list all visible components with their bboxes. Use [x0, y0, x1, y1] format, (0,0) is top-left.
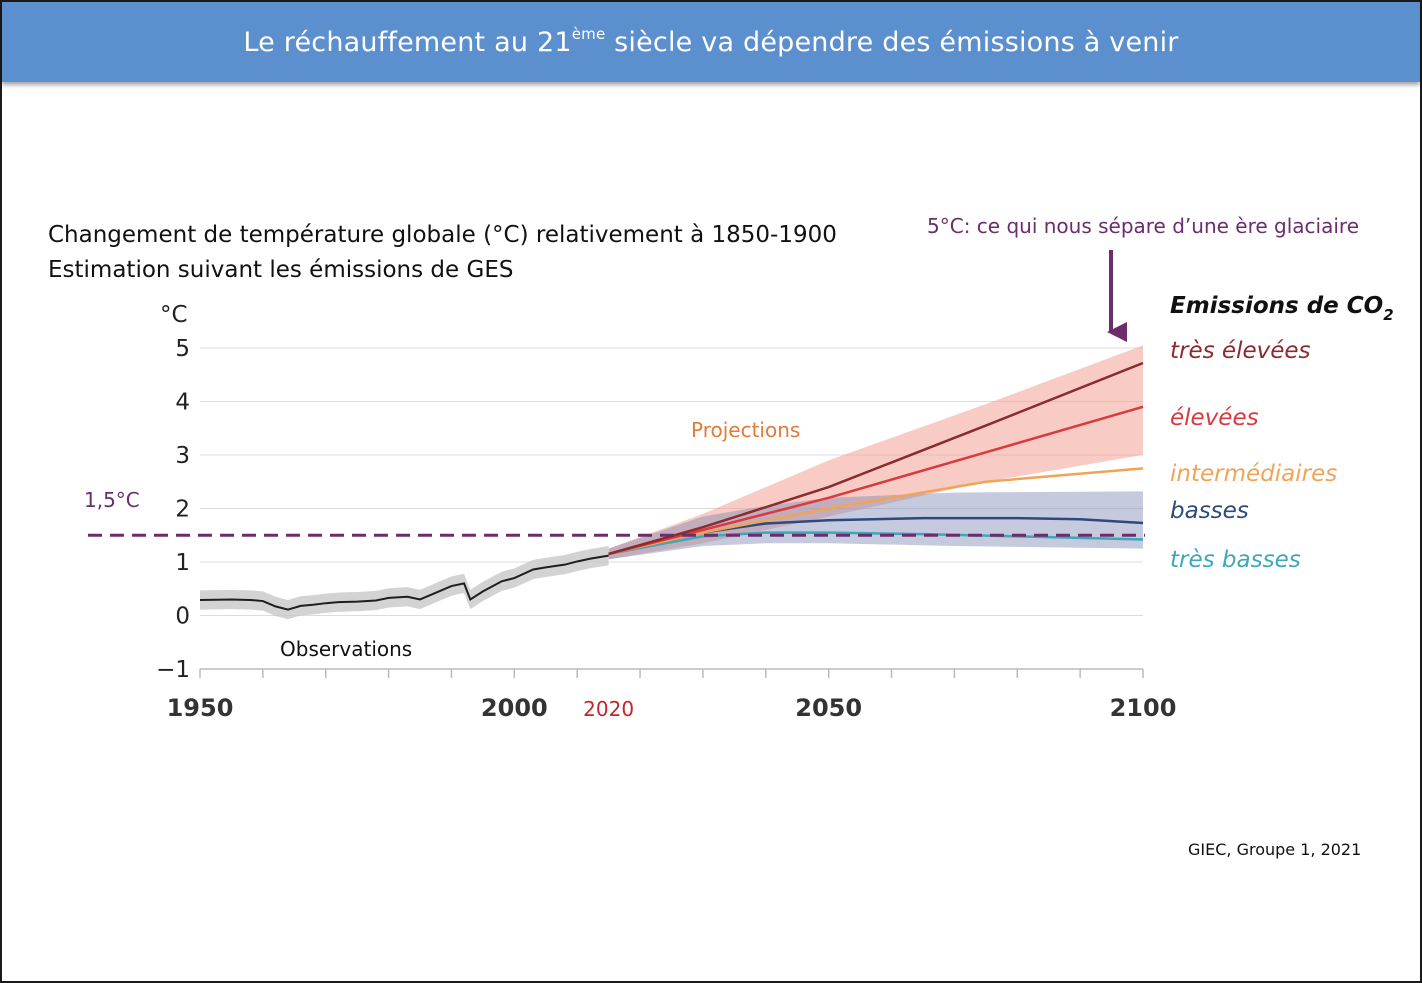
projections-label: Projections [691, 418, 800, 442]
chart-subtitle-line2: Estimation suivant les émissions de GES [48, 257, 514, 283]
y-tick-label: 3 [175, 443, 190, 469]
y-tick-label: 5 [175, 336, 190, 362]
legend: très élevées élevées intermédiaires basses t… [1170, 338, 1337, 573]
glacial-annotation: 5°C: ce qui nous sépare d’une ère glacia… [927, 214, 1359, 238]
uncertainty-band [608, 345, 1143, 560]
y-tick-label: 0 [175, 604, 190, 630]
title-banner: Le réchauffement au 21ème siècle va dépe… [2, 2, 1420, 82]
observations-series [199, 545, 609, 620]
uncertainty-band [608, 491, 1143, 560]
chart-subtitle-line1: Changement de température globale (°C) r… [48, 222, 837, 248]
legend-item: très élevées [1170, 338, 1311, 364]
legend-item: intermédiaires [1170, 461, 1337, 487]
x-tick-label: 2050 [795, 694, 862, 722]
legend-title: Emissions de CO2 [1170, 293, 1394, 324]
uncertainty-bands [608, 345, 1143, 560]
y-tick-label: 2 [175, 497, 190, 523]
x-tick-label: 1950 [167, 694, 234, 722]
scenario-line [608, 405, 1144, 556]
legend-item: basses [1170, 498, 1249, 524]
legend-item: élevées [1170, 405, 1259, 431]
x-tick-label: 2020 [583, 697, 634, 721]
scenario-line [608, 467, 1144, 556]
source-credit: GIEC, Groupe 1, 2021 [1188, 840, 1362, 859]
y-tick-label: −1 [156, 657, 190, 683]
observations-band [200, 545, 609, 620]
y-axis-unit: °C [160, 302, 188, 328]
y-tick-label: 4 [175, 390, 190, 416]
x-tick-label: 2000 [481, 694, 548, 722]
slide-title: Le réchauffement au 21ème siècle va dépe… [243, 24, 1179, 58]
observations-line [199, 554, 609, 611]
observations-label: Observations [280, 637, 412, 661]
legend-item: très basses [1170, 547, 1301, 573]
x-tick-label: 2100 [1110, 694, 1177, 722]
y-tick-label: 1 [175, 550, 190, 576]
chart-axes: 5 4 3 2 1 0 −1 1950 2000 2020 2050 2100 [156, 336, 1176, 722]
threshold-label: 1,5°C [84, 488, 140, 512]
